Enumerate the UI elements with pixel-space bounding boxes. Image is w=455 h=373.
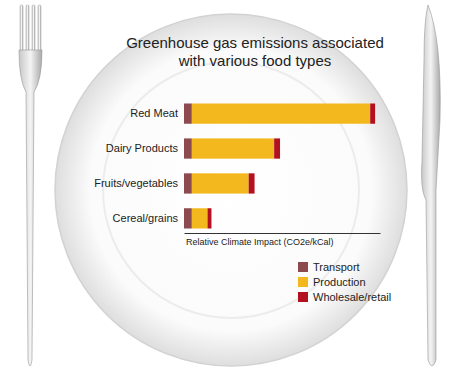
legend-label: Transport [313, 261, 360, 273]
bars [184, 103, 375, 228]
legend: Transport Production Wholesale/retail [298, 261, 391, 303]
series [184, 103, 192, 228]
y-tick: Red Meat [130, 107, 178, 119]
category-label: Dairy Products [106, 142, 179, 154]
legend-item: Production [298, 276, 366, 288]
legend-item: Transport [298, 261, 360, 273]
fork [19, 5, 42, 366]
y-tick: Cereal/grains [113, 212, 179, 224]
category-label: Cereal/grains [113, 212, 179, 224]
x-axis-line [185, 233, 381, 234]
bar [249, 173, 255, 193]
bar [184, 173, 192, 193]
fork-handle [19, 50, 42, 366]
plate [55, 14, 407, 366]
category-label: Fruits/vegetables [94, 177, 178, 189]
fork-tine [32, 5, 35, 53]
fork-tine [38, 5, 41, 53]
chart: Greenhouse gas emissions associatedwith … [0, 0, 455, 373]
legend-swatch [298, 277, 308, 287]
bar [184, 208, 192, 228]
bar [184, 103, 192, 123]
bar [192, 103, 370, 123]
title-line: Greenhouse gas emissions associated [126, 34, 384, 51]
series [208, 103, 376, 228]
legend-label: Production [313, 276, 366, 288]
x-axis [185, 233, 381, 234]
series [192, 103, 370, 228]
x-axis-title: Relative Climate Impact (CO2e/kCal) [186, 237, 334, 247]
legend-swatch [298, 262, 308, 272]
category-label: Red Meat [130, 107, 178, 119]
decoration [19, 5, 440, 366]
bar [370, 103, 375, 123]
legend-swatch [298, 292, 308, 302]
bar [192, 173, 249, 193]
bar [274, 138, 280, 158]
fork-tine [26, 5, 29, 53]
y-tick: Fruits/vegetables [94, 177, 178, 189]
bar [184, 138, 192, 158]
title-line: with various food types [178, 52, 332, 69]
legend-item: Wholesale/retail [298, 291, 391, 303]
fork-tine [20, 5, 23, 53]
bar [192, 138, 274, 158]
y-axis: Red Meat Dairy Products Fruits/vegetables C… [94, 107, 178, 224]
legend-label: Wholesale/retail [313, 291, 391, 303]
bar [208, 208, 212, 228]
knife [422, 5, 441, 366]
y-tick: Dairy Products [106, 142, 179, 154]
bar [192, 208, 208, 228]
title: Greenhouse gas emissions associatedwith … [126, 34, 384, 69]
